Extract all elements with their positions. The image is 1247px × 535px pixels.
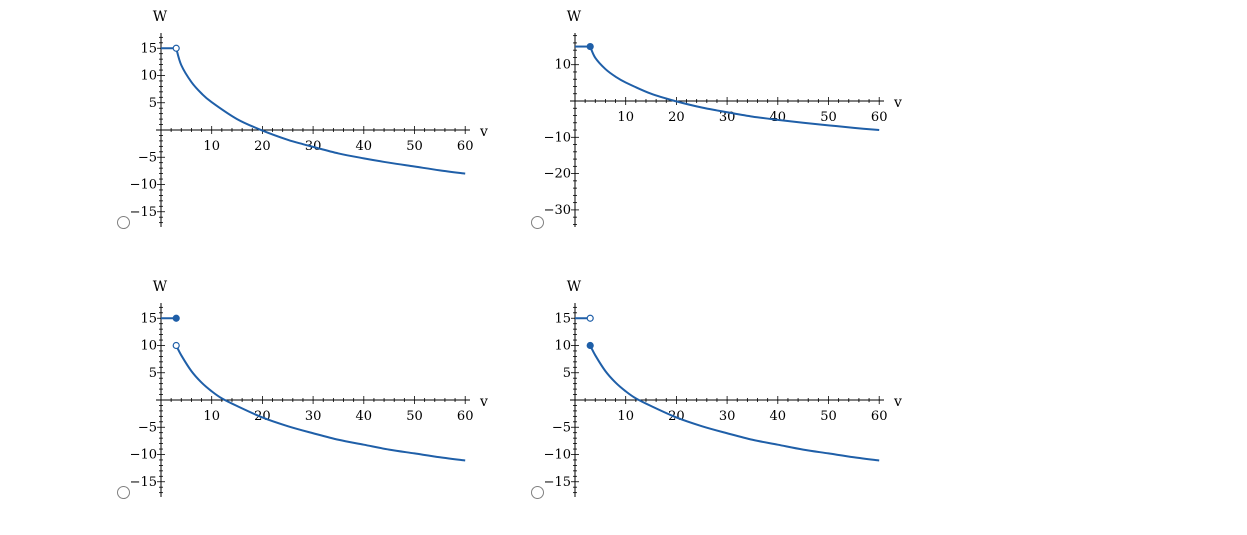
y-tick-label: −10 [544,130,571,145]
y-tick-label: 15 [554,311,571,326]
x-axis-label: v [479,124,488,140]
y-tick-label: −10 [544,448,571,463]
y-tick-label: −5 [552,420,571,435]
x-tick-label: 10 [203,139,220,154]
y-axis-label: W [567,9,582,25]
x-tick-label: 30 [305,409,322,424]
option-2-radio[interactable] [531,216,544,229]
y-tick-label: 5 [149,366,157,381]
open-endpoint-marker [586,314,594,322]
y-tick-label: 15 [140,41,157,56]
x-tick-label: 50 [820,409,837,424]
x-tick-label: 40 [356,409,373,424]
x-tick-label: 30 [719,409,736,424]
x-tick-label: 50 [406,139,423,154]
y-tick-label: −20 [544,167,571,182]
x-tick-label: 10 [203,409,220,424]
open-endpoint-marker [172,341,180,350]
x-tick-label: 60 [457,409,474,424]
y-tick-label: −10 [130,178,157,193]
x-tick-label: 10 [617,409,634,424]
y-tick-label: 5 [149,96,157,111]
x-tick-label: 50 [820,110,837,125]
filled-endpoint-marker [586,42,594,51]
open-endpoint-marker [172,44,180,52]
filled-endpoint-marker [586,341,594,350]
series-curve [175,47,466,175]
y-tick-label: −5 [138,420,157,435]
x-axis-label: v [893,394,902,410]
series-curve [175,345,466,462]
y-axis-label: W [153,9,168,25]
x-tick-label: 40 [770,409,787,424]
x-tick-label: 20 [668,110,685,125]
x-axis-label: v [893,95,902,111]
option-3-radio[interactable] [117,486,130,499]
x-tick-label: 40 [770,110,787,125]
y-tick-label: 10 [554,58,571,73]
y-tick-label: 5 [563,366,571,381]
x-tick-label: 60 [457,139,474,154]
x-tick-label: 60 [871,110,888,125]
option-1-radio[interactable] [117,216,130,229]
y-tick-label: 10 [554,339,571,354]
option-4-radio[interactable] [531,486,544,499]
y-tick-label: −15 [130,205,157,220]
x-tick-label: 60 [871,409,888,424]
x-tick-label: 50 [406,409,423,424]
y-axis-label: W [153,279,168,295]
y-tick-label: 15 [140,311,157,326]
y-tick-label: −15 [130,475,157,490]
y-tick-label: −10 [130,448,157,463]
x-tick-label: 10 [617,110,634,125]
y-tick-label: −5 [138,150,157,165]
y-tick-label: −15 [544,475,571,490]
series-curve [589,345,880,462]
x-axis-label: v [479,394,488,410]
y-axis-label: W [567,279,582,295]
y-tick-label: −30 [544,203,571,218]
x-tick-label: 20 [254,139,271,154]
x-tick-label: 40 [356,139,373,154]
y-tick-label: 10 [140,339,157,354]
y-tick-label: 10 [140,69,157,84]
series-curve [589,46,880,132]
filled-endpoint-marker [172,314,180,322]
